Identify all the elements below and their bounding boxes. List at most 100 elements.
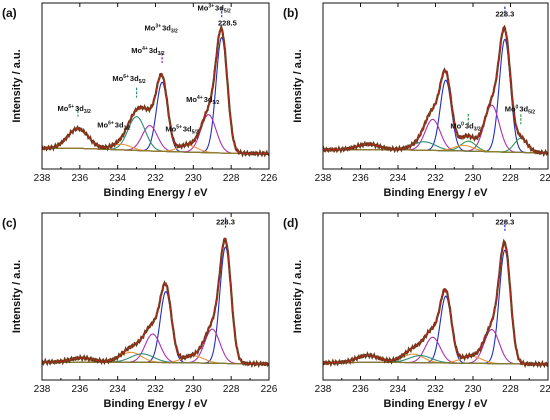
annotation-sup: 3+ bbox=[208, 3, 214, 9]
annotation-sup: 0 bbox=[461, 121, 464, 127]
raw-spectrum bbox=[42, 237, 269, 369]
peak-annotation-2: Mo03d5/2 bbox=[505, 105, 536, 116]
fitted-envelope bbox=[42, 238, 269, 365]
annotation-sub: 3/2 bbox=[84, 109, 91, 115]
x-tick-label: 226 bbox=[540, 384, 550, 395]
peak-annotation-1: 228.3 bbox=[495, 9, 514, 18]
x-tick-label: 226 bbox=[261, 384, 278, 395]
x-tick-label: 228 bbox=[502, 384, 519, 395]
peak-annotation-9: Mo5+3d5/2 bbox=[165, 125, 198, 136]
y-axis-title: Intensity / a.u. bbox=[292, 49, 304, 122]
panel-letter: (c) bbox=[2, 216, 17, 230]
annotation-sub: 3/2 bbox=[158, 51, 165, 57]
annotation-text: Mo bbox=[186, 95, 197, 104]
panel-d: 238 236 234 232 230 228 226 Binding Energy / eV… bbox=[283, 212, 550, 410]
peak-annotation-3: Mo03d3/2 bbox=[450, 121, 481, 132]
annotation-level: 3d bbox=[204, 95, 213, 104]
x-tick-label: 238 bbox=[34, 173, 51, 184]
background-line bbox=[42, 361, 269, 365]
peak-annotation-2: 228.5 bbox=[218, 18, 237, 27]
annotation-level: 3d bbox=[149, 46, 158, 55]
annotation-text: 228.5 bbox=[218, 18, 237, 27]
annotation-level: 3d bbox=[130, 74, 139, 83]
component-peak-1 bbox=[323, 249, 548, 365]
panel-c: 238 236 234 232 230 228 226 Binding Energy / eV… bbox=[2, 212, 278, 410]
y-axis-title: Intensity / a.u. bbox=[11, 260, 23, 333]
x-tick-label: 226 bbox=[540, 173, 550, 184]
annotation-text: 228.3 bbox=[495, 9, 514, 18]
x-axis-title: Binding Energy / eV bbox=[104, 398, 209, 410]
annotation-sup: 3+ bbox=[155, 23, 161, 29]
annotation-level: 3d bbox=[75, 104, 84, 113]
annotation-text: Mo bbox=[198, 3, 209, 12]
curves bbox=[323, 24, 548, 158]
x-tick-label: 238 bbox=[315, 384, 332, 395]
raw-spectrum bbox=[323, 238, 548, 369]
component-peak-1 bbox=[42, 246, 269, 365]
annotation-sup: 4+ bbox=[142, 46, 148, 52]
x-tick-label: 234 bbox=[109, 173, 126, 184]
x-tick-label: 234 bbox=[109, 384, 126, 395]
annotation-sub: 5/2 bbox=[212, 100, 219, 106]
panel-letter: (d) bbox=[283, 216, 298, 230]
annotation-sup: 0 bbox=[516, 105, 519, 111]
x-tick-label: 230 bbox=[465, 384, 482, 395]
fitted-envelope bbox=[42, 28, 269, 155]
panel-b: 238 236 234 232 230 228 226 Binding Energy / eV… bbox=[283, 2, 550, 199]
annotation-text: Mo bbox=[450, 121, 461, 130]
peak-annotation-4: Mo4+3d3/2 bbox=[131, 46, 164, 57]
peak-annotation-3: Mo3+3d3/2 bbox=[145, 23, 178, 34]
annotation-sup: 6+ bbox=[108, 121, 114, 127]
fitted-envelope bbox=[323, 27, 548, 154]
x-tick-label: 236 bbox=[352, 384, 369, 395]
y-axis-title: Intensity / a.u. bbox=[292, 260, 304, 333]
annotation-level: 3d bbox=[183, 125, 192, 134]
peak-annotation-1: 228.3 bbox=[216, 218, 235, 227]
peak-annotation-1: Mo3+3d5/2 bbox=[198, 3, 231, 14]
panel-letter: (b) bbox=[283, 6, 298, 20]
peak-annotation-6: Mo4+3d5/2 bbox=[186, 95, 219, 106]
plot-frame bbox=[322, 212, 549, 381]
peak-annotation-8: Mo6+3d3/2 bbox=[97, 121, 130, 132]
background-line bbox=[323, 149, 548, 154]
x-tick-label: 226 bbox=[261, 173, 278, 184]
annotation-text: 228.3 bbox=[495, 218, 514, 227]
annotation-text: Mo bbox=[145, 23, 156, 32]
annotation-level: 3d bbox=[162, 23, 171, 32]
annotation-sup: 6+ bbox=[123, 74, 129, 80]
x-tick-label: 236 bbox=[71, 173, 88, 184]
annotation-sub: 5/2 bbox=[224, 8, 231, 14]
peak-annotation-1: 228.3 bbox=[495, 218, 514, 227]
annotation-level: 3d bbox=[519, 105, 528, 114]
x-tick-label: 230 bbox=[185, 173, 202, 184]
background-line bbox=[42, 147, 269, 155]
x-tick-label: 234 bbox=[390, 384, 407, 395]
curves bbox=[42, 23, 269, 158]
y-axis-title: Intensity / a.u. bbox=[11, 49, 23, 122]
x-axis-title: Binding Energy / eV bbox=[384, 398, 489, 410]
annotation-sub: 5/2 bbox=[139, 79, 146, 85]
annotation-sup: 6+ bbox=[68, 104, 74, 110]
x-tick-label: 232 bbox=[147, 173, 164, 184]
x-tick-label: 230 bbox=[185, 384, 202, 395]
peak-annotation-5: Mo6+3d5/2 bbox=[112, 74, 145, 85]
peak-annotation-7: Mo6+3d3/2 bbox=[58, 104, 91, 115]
annotation-text: Mo bbox=[97, 121, 108, 130]
annotation-text: Mo bbox=[112, 74, 123, 83]
x-tick-label: 234 bbox=[390, 173, 407, 184]
background-line bbox=[323, 361, 548, 365]
curves bbox=[323, 238, 548, 369]
x-tick-label: 232 bbox=[427, 173, 444, 184]
annotation-sub: 3/2 bbox=[474, 126, 481, 132]
annotation-sub: 3/2 bbox=[171, 28, 178, 34]
annotation-sub: 3/2 bbox=[124, 126, 131, 132]
annotation-text: Mo bbox=[131, 46, 142, 55]
panel-letter: (a) bbox=[2, 6, 17, 20]
x-axis-title: Binding Energy / eV bbox=[384, 187, 489, 199]
annotation-level: 3d bbox=[465, 121, 474, 130]
annotation-level: 3d bbox=[115, 121, 124, 130]
annotation-text: Mo bbox=[165, 125, 176, 134]
x-tick-label: 238 bbox=[34, 384, 51, 395]
x-tick-label: 232 bbox=[147, 384, 164, 395]
